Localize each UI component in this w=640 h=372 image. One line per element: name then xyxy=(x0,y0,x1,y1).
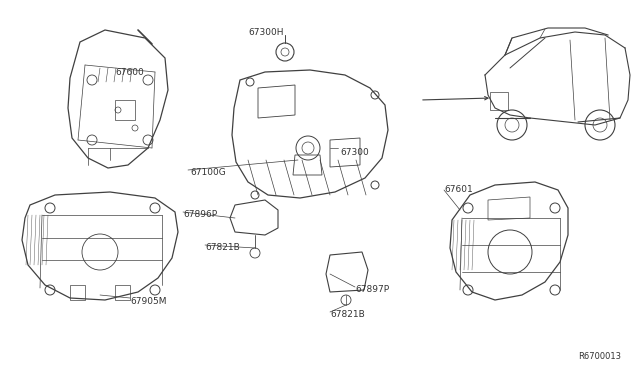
Text: 67896P: 67896P xyxy=(183,210,217,219)
Text: 67821B: 67821B xyxy=(330,310,365,319)
Text: 67821B: 67821B xyxy=(205,243,240,252)
Text: 67600: 67600 xyxy=(115,68,144,77)
Text: 67100G: 67100G xyxy=(190,168,226,177)
Text: 67300H: 67300H xyxy=(248,28,284,37)
Text: 67905M: 67905M xyxy=(130,297,166,306)
Text: R6700013: R6700013 xyxy=(578,352,621,361)
Text: 67300: 67300 xyxy=(340,148,369,157)
Text: 67601: 67601 xyxy=(444,185,473,194)
Text: 67897P: 67897P xyxy=(355,285,389,294)
